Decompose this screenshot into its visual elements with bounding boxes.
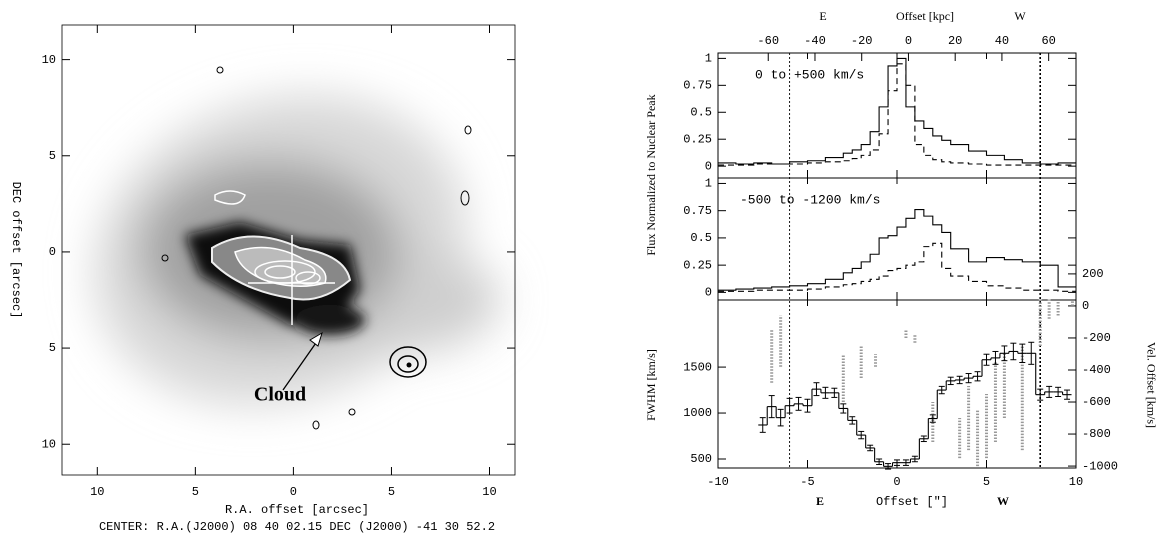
x-tick-label: 0 (893, 475, 900, 489)
x-tick-label: 5 (388, 485, 395, 499)
y-axis-label: DEC offset [arcsec] (9, 182, 23, 319)
y-tick-label: 1500 (683, 360, 712, 374)
direction-label: E (819, 9, 826, 23)
y-tick-label: 1 (705, 177, 712, 191)
top-tick-label: -60 (757, 34, 779, 48)
y-tick-label: 5 (49, 149, 56, 163)
x-tick-label: 10 (90, 485, 104, 499)
y2-tick-label: -400 (1082, 363, 1111, 377)
x-axis-label: Offset ["] (876, 495, 948, 509)
top-tick-label: 20 (948, 34, 962, 48)
y-tick-label: 0.75 (683, 204, 712, 218)
y2-tick-label: 0 (1082, 299, 1089, 313)
step-line (718, 209, 1076, 291)
top-tick-label: -40 (804, 34, 826, 48)
y-tick-label: 500 (690, 452, 712, 466)
y-tick-label: 10 (42, 437, 56, 451)
y-axis-label: FWHM [km/s] (644, 349, 658, 421)
direction-label: E (816, 494, 824, 508)
y-tick-label: 0.75 (683, 78, 712, 92)
y2-tick-label: -600 (1082, 395, 1111, 409)
y-tick-label: 0.25 (683, 132, 712, 146)
direction-label: W (997, 494, 1009, 508)
top-tick-label: -20 (851, 34, 873, 48)
x-tick-label: -10 (707, 475, 729, 489)
y-tick-label: 1000 (683, 406, 712, 420)
y2-tick-label: -200 (1082, 331, 1111, 345)
y-tick-label: 0 (705, 286, 712, 300)
x-tick-label: 0 (290, 485, 297, 499)
annotation: 0 to +500 km/s (755, 67, 864, 82)
x-tick-label: 10 (1069, 475, 1083, 489)
top-tick-label: 0 (905, 34, 912, 48)
x-tick-label: -5 (800, 475, 814, 489)
step-line (718, 57, 1076, 165)
top-axis-label: Offset [kpc] (896, 9, 954, 23)
x-tick-label: 10 (482, 485, 496, 499)
step-line (718, 242, 1076, 292)
y2-axis-label: Vel. Offset [km/s] (1144, 342, 1158, 428)
y2-tick-label: 200 (1082, 267, 1104, 281)
x-tick-label: 5 (983, 475, 990, 489)
y-tick-label: 0 (705, 159, 712, 173)
x-tick-label: 5 (192, 485, 199, 499)
footer: CENTER: R.A.(J2000) 08 40 02.15 DEC (J20… (99, 520, 495, 534)
direction-label: W (1014, 9, 1026, 23)
step-line (718, 63, 1076, 166)
top-tick-label: 40 (995, 34, 1009, 48)
y-tick-label: 1 (705, 52, 712, 66)
sky-image (61, 24, 516, 476)
y-tick-label: 0 (49, 245, 56, 259)
y2-tick-label: -800 (1082, 427, 1111, 441)
annotation: Cloud (254, 384, 306, 406)
top-tick-label: 60 (1041, 34, 1055, 48)
y-axis-label: Flux Normalized to Nuclear Peak (644, 94, 658, 255)
y-tick-label: 0.25 (683, 258, 712, 272)
y-tick-label: 5 (49, 341, 56, 355)
annotation: -500 to -1200 km/s (740, 192, 880, 207)
y-tick-label: 0.5 (690, 231, 712, 245)
y2-tick-label: -1000 (1082, 459, 1118, 473)
y-tick-label: 0.5 (690, 105, 712, 119)
y-tick-label: 10 (42, 53, 56, 67)
x-axis-label: R.A. offset [arcsec] (225, 503, 369, 517)
